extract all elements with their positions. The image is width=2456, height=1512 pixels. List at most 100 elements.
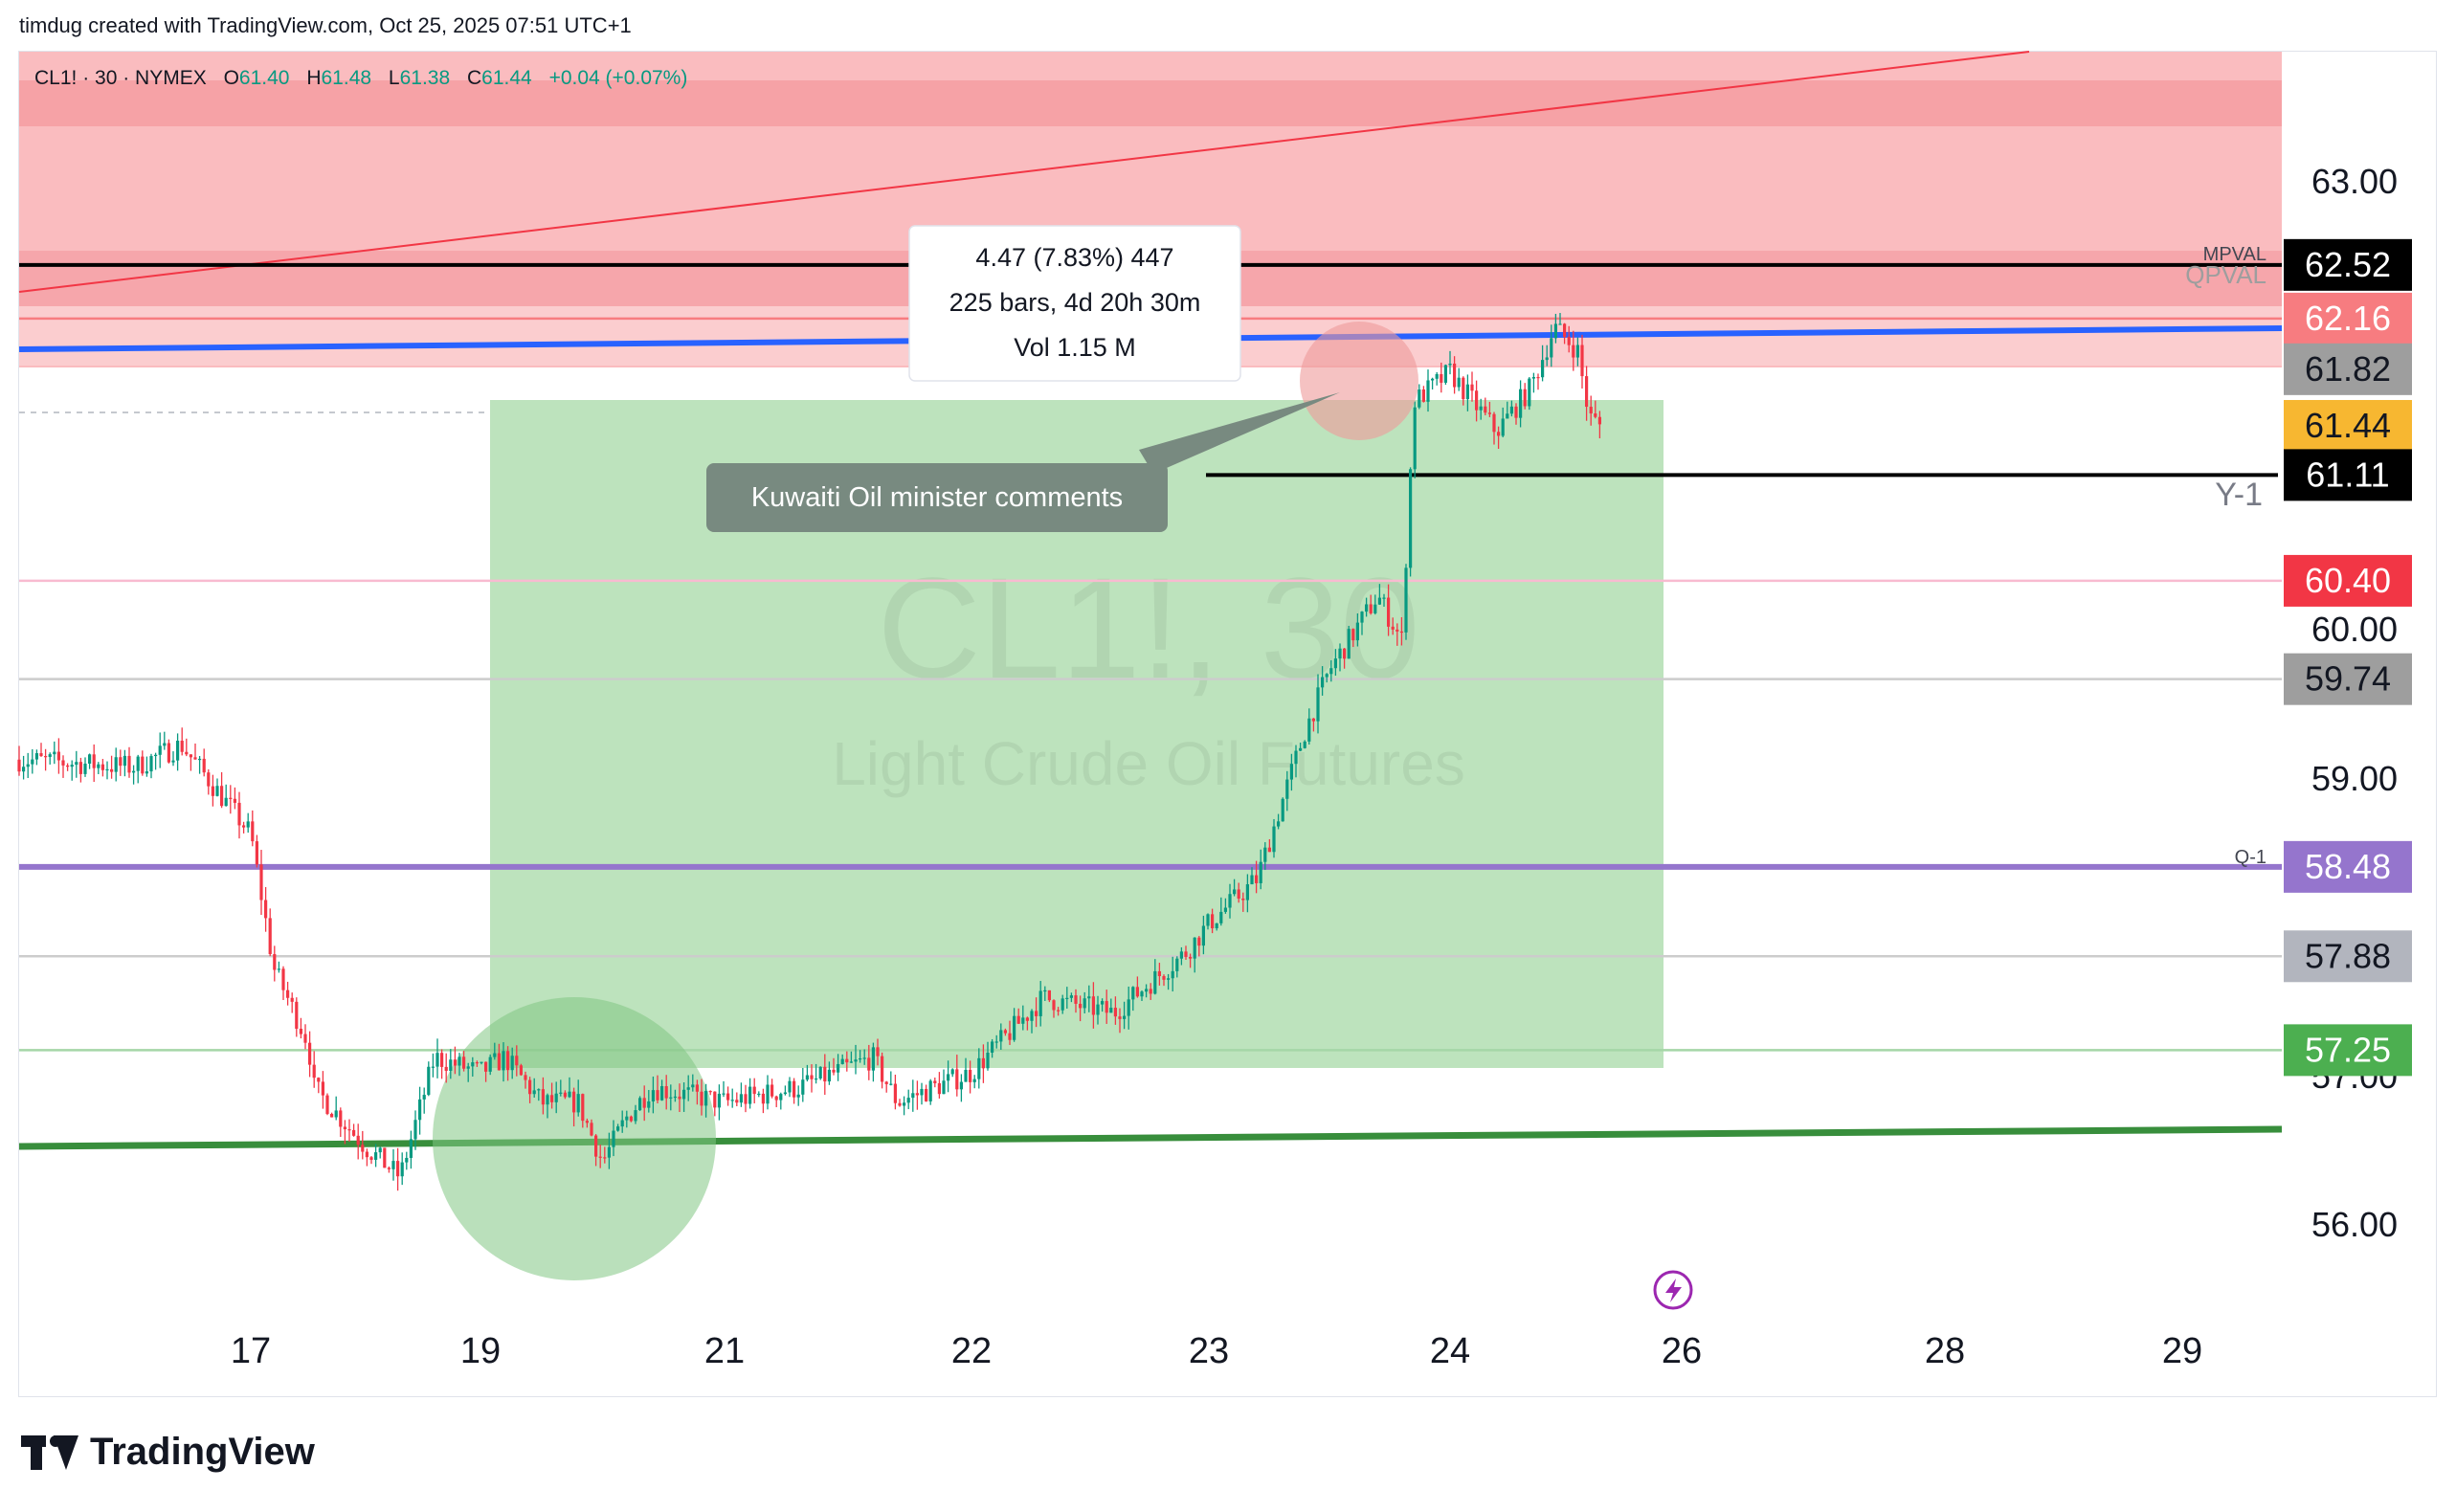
candle-body xyxy=(572,1091,576,1113)
price-label: 59.74 xyxy=(2284,653,2412,705)
time-tick: 23 xyxy=(1189,1331,1229,1371)
price-label-text: 57.25 xyxy=(2305,1030,2391,1069)
candle-body xyxy=(1101,1001,1105,1005)
measure-info-box[interactable]: 4.47 (7.83%) 447 225 bars, 4d 20h 30m Vo… xyxy=(908,225,1241,382)
candle-body xyxy=(959,1081,963,1090)
candle-body xyxy=(273,954,277,970)
price-label-text: 62.52 xyxy=(2305,245,2391,284)
price-label-text: 60.40 xyxy=(2305,561,2391,600)
candle-body xyxy=(1492,413,1496,433)
candle-body xyxy=(277,968,280,970)
candle-body xyxy=(1395,629,1399,632)
author-line: timdug created with TradingView.com, Oct… xyxy=(19,13,632,37)
candle-body xyxy=(761,1093,765,1104)
candle-body xyxy=(1245,884,1249,901)
price-label: 60.40 xyxy=(2284,554,2412,607)
mpval-tag: MPVAL xyxy=(2203,244,2266,265)
candle-body xyxy=(207,772,211,787)
measure-volume: Vol 1.15 M xyxy=(1014,333,1136,362)
candle-body xyxy=(1303,741,1306,748)
candle-body xyxy=(233,798,236,803)
candle-body xyxy=(1272,826,1276,853)
flash-icon[interactable] xyxy=(1653,1270,1693,1310)
support-highlight-circle[interactable] xyxy=(433,997,716,1280)
candle-body xyxy=(1585,376,1589,408)
candle-body xyxy=(774,1096,778,1101)
candle-body xyxy=(471,1062,475,1067)
candle-body xyxy=(1465,384,1469,400)
candle-body xyxy=(251,821,255,842)
candle-body xyxy=(449,1059,453,1071)
legend-low-key: L xyxy=(388,67,400,89)
candle-body xyxy=(100,764,104,770)
candle-body xyxy=(369,1157,373,1160)
candle-body xyxy=(405,1157,409,1163)
symbol-legend[interactable]: CL1! · 30 · NYMEX O61.40 H61.48 L61.38 C… xyxy=(34,67,687,90)
candle-body xyxy=(801,1079,805,1095)
candle-body xyxy=(1413,407,1417,470)
candle-body xyxy=(691,1084,695,1088)
time-tick: 24 xyxy=(1430,1331,1470,1371)
time-axis[interactable]: 17 19 21 22 23 24 26 28 29 xyxy=(231,1331,2202,1371)
candle-body xyxy=(1219,911,1223,923)
candle-body xyxy=(1118,1016,1122,1019)
rising-resistance-trendline[interactable] xyxy=(18,51,2030,293)
price-label-text: 61.11 xyxy=(2306,455,2389,494)
chart-frame[interactable] xyxy=(18,51,2437,1397)
candle-body xyxy=(431,1066,435,1068)
candle-body xyxy=(1289,764,1293,780)
tradingview-brand[interactable]: TradingView xyxy=(21,1431,315,1474)
candle-body xyxy=(933,1080,937,1083)
support-trendline[interactable] xyxy=(18,1125,2283,1150)
candle-body xyxy=(616,1126,620,1131)
candle-body xyxy=(413,1120,417,1140)
candle-body xyxy=(1255,875,1259,883)
candle-body xyxy=(435,1053,439,1067)
price-tick: 56.00 xyxy=(2311,1205,2398,1244)
price-label: 57.25 xyxy=(2284,1024,2412,1077)
callout[interactable]: Kuwaiti Oil minister comments xyxy=(706,392,1340,532)
legend-high: 61.48 xyxy=(321,67,372,89)
candle-body xyxy=(1299,747,1303,751)
candle-body xyxy=(796,1094,800,1098)
candle-body xyxy=(427,1066,431,1096)
callout-bg xyxy=(706,463,1168,532)
price-label-bg xyxy=(2284,1024,2412,1077)
candle-body xyxy=(167,743,170,763)
qpval-tag: QPVAL xyxy=(2185,260,2266,289)
candle-body xyxy=(994,1041,998,1043)
candle-body xyxy=(788,1080,792,1093)
candle-body xyxy=(977,1057,981,1079)
candle-body xyxy=(1351,629,1355,641)
legend-symbol[interactable]: CL1! · 30 · NYMEX xyxy=(34,67,207,89)
candle-body xyxy=(779,1094,783,1101)
candle-body xyxy=(1528,378,1531,407)
candle-body xyxy=(488,1056,492,1072)
candle-body xyxy=(1355,622,1359,641)
candle-body xyxy=(986,1052,990,1069)
candle-body xyxy=(859,1057,862,1060)
candle-body xyxy=(581,1094,585,1122)
candle-body xyxy=(180,741,184,752)
candle-body xyxy=(119,757,123,767)
candle-body xyxy=(598,1156,602,1158)
candle-body xyxy=(1250,875,1254,885)
measure-box-bg xyxy=(908,225,1241,382)
watermark-name: Light Crude Oil Futures xyxy=(832,729,1465,798)
candle-body xyxy=(1153,970,1157,994)
price-axis[interactable]: 63.00 60.00 59.00 57.00 56.00 xyxy=(2311,162,2398,1244)
price-chart[interactable]: CL1!, 30 Light Crude Oil Futures 4.47 (7… xyxy=(0,0,2456,1407)
candle-body xyxy=(502,1051,505,1071)
candle-body xyxy=(730,1100,734,1101)
candle-body xyxy=(321,1081,324,1096)
candle-body xyxy=(343,1126,346,1130)
candle-body xyxy=(48,754,52,757)
candle-body xyxy=(1567,337,1571,345)
news-highlight-circle[interactable] xyxy=(1300,322,1418,440)
price-label: 62.52 xyxy=(2284,238,2412,291)
candle-body xyxy=(590,1123,593,1136)
candle-body xyxy=(1008,1033,1012,1040)
candle-body xyxy=(1057,1010,1061,1012)
candle-body xyxy=(387,1167,391,1169)
candle-body xyxy=(198,758,202,761)
